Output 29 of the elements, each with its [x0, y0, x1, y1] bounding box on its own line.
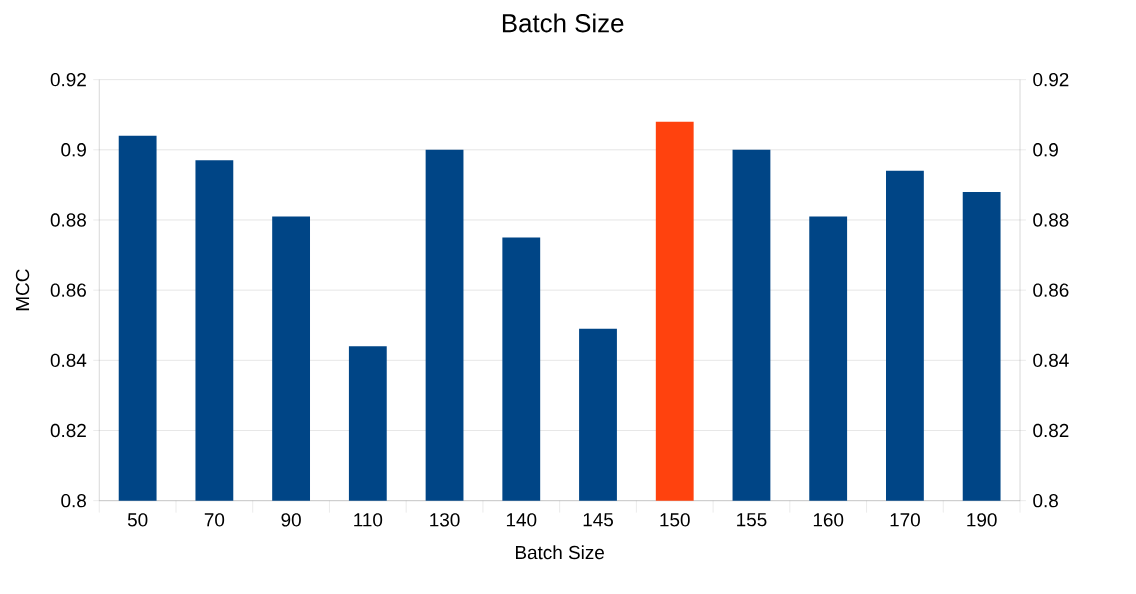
x-axis-title: Batch Size [515, 545, 604, 560]
y2-tick-label: 0.9 [1033, 142, 1058, 157]
y-tick-label: 0.84 [50, 353, 87, 367]
y-tick-label: 0.9 [61, 143, 86, 157]
x-tick-label: 190 [967, 513, 997, 527]
x-tick-label: 50 [127, 513, 148, 527]
x-tick-label: 130 [430, 513, 460, 527]
y2-tick-label: 0.8 [1033, 493, 1058, 508]
y2-tick-label: 0.92 [1033, 72, 1069, 87]
chart-title: Batch Size [502, 13, 624, 33]
x-tick-label: 155 [737, 513, 767, 527]
x-tick-label: 90 [281, 513, 301, 527]
x-tick-label: 70 [204, 513, 225, 527]
y-tick-label: 0.92 [50, 72, 86, 87]
x-tick-label: 145 [583, 513, 613, 527]
x-tick-label: 160 [813, 513, 844, 527]
y-tick-label: 0.8 [61, 493, 86, 508]
y2-tick-label: 0.86 [1033, 283, 1069, 297]
y2-tick-label: 0.88 [1033, 213, 1069, 227]
y-tick-label: 0.86 [50, 283, 86, 297]
x-tick-label: 140 [506, 513, 537, 527]
y2-tick-label: 0.84 [1033, 353, 1069, 367]
y-tick-label: 0.82 [50, 423, 86, 438]
y-tick-label: 0.88 [50, 213, 86, 227]
x-tick-label: 170 [890, 513, 920, 527]
y2-tick-label: 0.82 [1033, 423, 1069, 438]
x-tick-label: 150 [660, 513, 690, 527]
x-tick-label: 110 [354, 513, 383, 527]
y-axis-title: MCC [15, 269, 30, 311]
